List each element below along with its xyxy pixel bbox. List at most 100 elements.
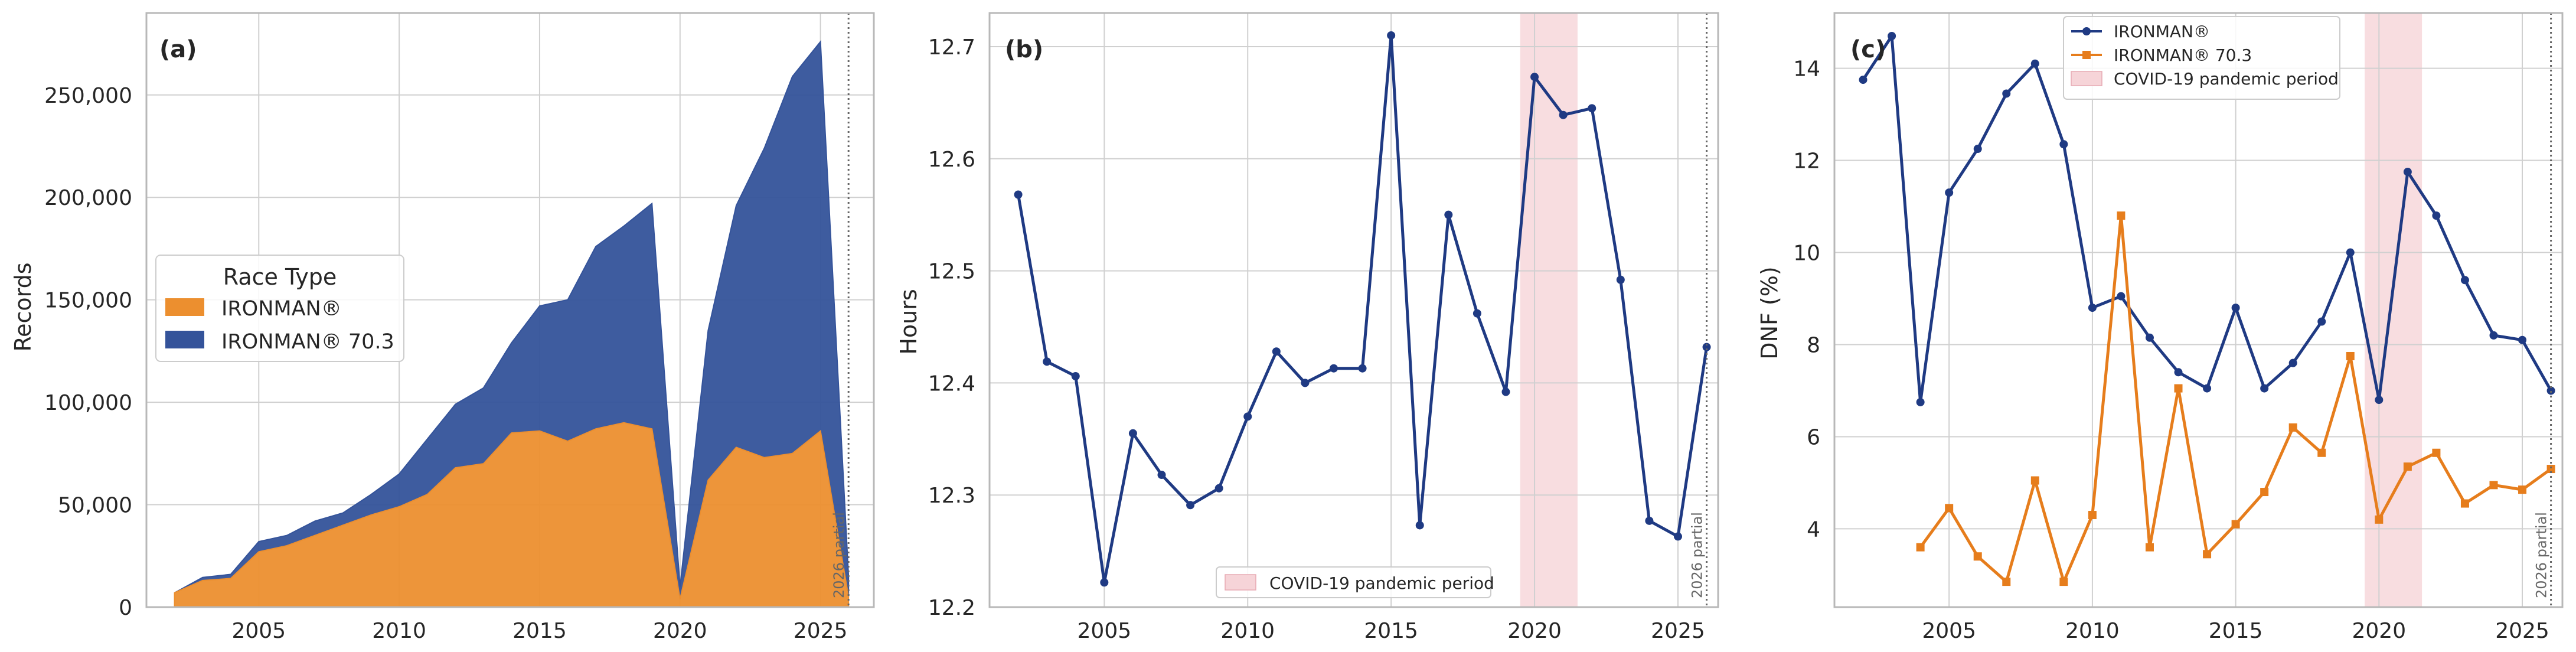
covid-band (2365, 13, 2422, 607)
data-point (2117, 292, 2126, 301)
panel-b-plot: 2026 partial 2005 2010 2015 2020 2025 12.2 12.3… (928, 12, 1719, 643)
panel-c-ylabel: DNF (%) (1756, 266, 1782, 359)
data-point (2432, 448, 2441, 457)
data-point (1387, 31, 1396, 40)
legend-frame (1216, 566, 1491, 598)
data-point (2088, 304, 2097, 312)
x-tick-label: 2005 (231, 619, 286, 643)
data-point (2317, 317, 2326, 326)
data-point (1214, 484, 1223, 493)
data-point (2030, 59, 2039, 68)
x-tick-label: 2010 (372, 619, 426, 643)
panel-c: 2026 partial 2005 2010 2015 2020 2025 4 6 8 10 12 1… (1756, 12, 2564, 643)
data-point (2432, 211, 2441, 220)
x-tick-label: 2015 (2209, 619, 2263, 643)
data-point (1530, 73, 1539, 82)
data-point (2317, 448, 2326, 457)
data-point (1186, 501, 1195, 510)
data-point (1945, 504, 1954, 513)
data-point (1128, 429, 1137, 438)
y-tick-label: 12.2 (928, 596, 975, 620)
series-line-ironman (1017, 34, 1709, 584)
data-point (2546, 465, 2555, 474)
y-tick-label: 0 (119, 596, 132, 620)
panel-a-legend: Race Type IRONMAN® IRONMAN® 70.3 (155, 255, 404, 362)
data-point (2002, 578, 2011, 586)
data-point (2403, 168, 2412, 177)
x-tick-label: 2025 (794, 619, 848, 643)
legend-title: Race Type (223, 264, 337, 290)
data-point (2002, 89, 2011, 98)
y-tick-label: 6 (1807, 425, 1820, 449)
legend-marker-ironman-703 (2082, 51, 2091, 59)
panel-a-ylabel: Records (10, 262, 36, 351)
data-point (1071, 371, 1080, 380)
y-tick-label: 200,000 (44, 186, 132, 210)
panel-a-plot: 2026 partial 2005 2010 2015 2020 2025 0 50,000 1… (44, 12, 875, 643)
panel-a-label: (a) (159, 36, 197, 63)
x-tick-label: 2025 (1651, 619, 1705, 643)
y-tick-label: 250,000 (44, 84, 132, 108)
data-point (2518, 485, 2527, 494)
data-point (2030, 476, 2039, 485)
legend-frame (2063, 16, 2340, 100)
data-point (2145, 333, 2154, 342)
data-point (2231, 304, 2240, 312)
y-tick-label: 50,000 (58, 494, 132, 518)
panel-c-plot: 2026 partial 2005 2010 2015 2020 2025 4 6 8 10 12 1… (1793, 12, 2564, 643)
data-point (1973, 552, 1982, 561)
data-point (1358, 364, 1367, 373)
y-tick-label: 150,000 (44, 289, 132, 313)
data-point (1645, 516, 1654, 525)
data-point (2375, 515, 2384, 524)
data-point (1673, 532, 1682, 541)
panel-b-ylabel: Hours (896, 289, 922, 354)
data-point (2203, 384, 2212, 393)
data-point (2403, 462, 2412, 471)
legend-label-ironman: IRONMAN® (2114, 22, 2210, 41)
covid-band (1520, 13, 1578, 607)
data-point (2231, 520, 2240, 529)
data-point (2375, 396, 2384, 405)
data-point (2288, 423, 2297, 432)
x-tick-label: 2020 (2352, 619, 2407, 643)
data-point (1473, 309, 1481, 318)
data-point (2546, 386, 2555, 395)
data-point (1014, 190, 1023, 199)
data-point (2489, 331, 2498, 340)
data-point (1100, 578, 1109, 587)
x-tick-label: 2010 (2065, 619, 2120, 643)
data-point (1888, 31, 1896, 40)
partial-year-label: 2026 partial (1689, 512, 1706, 598)
panel-a: 2026 partial 2005 2010 2015 2020 2025 0 50,000 1… (10, 12, 875, 643)
data-point (1501, 387, 1510, 396)
legend-frame (155, 255, 404, 362)
data-point (1301, 379, 1310, 387)
panel-c-legend: IRONMAN® IRONMAN® 70.3 COVID-19 pandemic… (2063, 16, 2340, 100)
data-point (1616, 275, 1625, 284)
data-point (1559, 110, 1568, 119)
data-point (1043, 357, 1052, 366)
data-point (2088, 511, 2097, 520)
legend-swatch-ironman-703 (165, 331, 204, 348)
y-tick-label: 100,000 (44, 391, 132, 415)
data-point (2288, 358, 2297, 367)
data-point (2460, 499, 2469, 508)
y-tick-label: 12.5 (928, 260, 975, 284)
data-point (2260, 384, 2269, 393)
data-point (2260, 488, 2269, 497)
partial-year-label: 2026 partial (831, 512, 847, 598)
y-tick-label: 4 (1807, 517, 1820, 542)
data-point (2059, 578, 2068, 586)
x-tick-label: 2025 (2495, 619, 2549, 643)
legend-swatch-covid (2071, 71, 2102, 86)
plot-frame (1833, 12, 2564, 608)
legend-label-covid: COVID-19 pandemic period (2114, 69, 2339, 89)
data-point (1415, 521, 1424, 530)
data-point (1329, 364, 1338, 373)
data-point (1916, 397, 1925, 406)
data-point (2460, 276, 2469, 285)
legend-swatch-ironman (165, 298, 204, 316)
data-point (1243, 412, 1252, 421)
